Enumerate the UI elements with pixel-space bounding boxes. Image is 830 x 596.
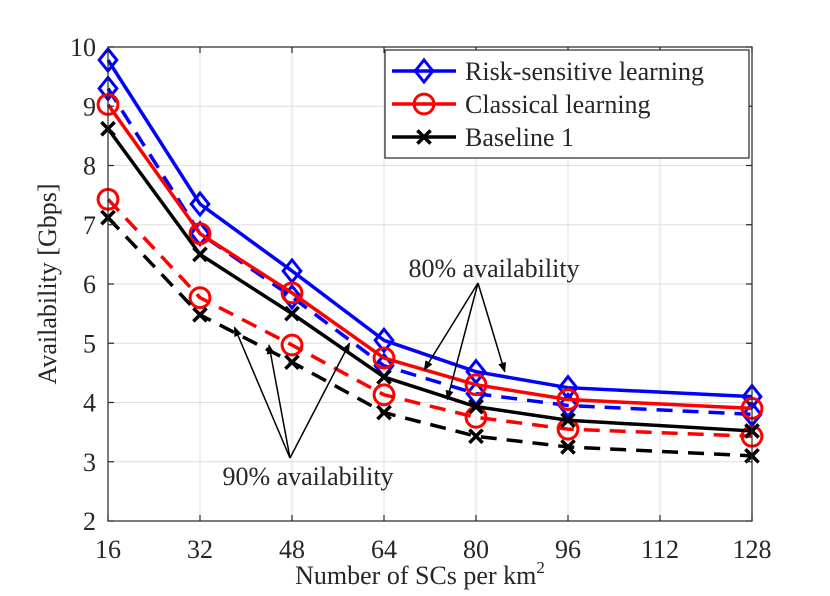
- y-tick-label: 10: [70, 33, 96, 62]
- x-tick-label: 112: [641, 535, 679, 564]
- annotation-90-arrow: [289, 342, 351, 459]
- annotation-90-arrow: [266, 344, 291, 459]
- data-point-marker: [189, 190, 211, 218]
- data-point-marker: [376, 404, 392, 421]
- series-group: [100, 209, 760, 464]
- x-tick-label: 80: [463, 535, 489, 564]
- legend-marker: [416, 129, 432, 145]
- x-tick-label: 128: [733, 535, 772, 564]
- data-point-marker: [560, 439, 576, 455]
- legend-label: Classical learning: [465, 90, 651, 119]
- x-axis-label-superscript: 2: [536, 558, 545, 577]
- annotation-80-arrow: [445, 282, 479, 401]
- x-tick-label: 96: [555, 535, 581, 564]
- data-point-marker: [280, 333, 304, 357]
- x-axis-label-text: Number of SCs per km: [295, 561, 536, 590]
- data-point-marker: [192, 246, 208, 263]
- series-line: [106, 198, 753, 439]
- legend: Risk-sensitive learning Classical learnin…: [384, 49, 750, 159]
- y-tick-label: 7: [83, 211, 96, 240]
- y-tick-label: 6: [83, 270, 96, 299]
- annotation-80-label: 80% availability: [408, 254, 579, 283]
- x-tick-label: 32: [187, 535, 213, 564]
- series-line: [106, 59, 753, 399]
- data-point-marker: [376, 369, 392, 385]
- y-tick-label: 3: [83, 448, 96, 477]
- data-point-marker: [188, 222, 212, 246]
- x-axis-label: Number of SCs per km2: [295, 558, 545, 590]
- legend-marker: [412, 92, 436, 116]
- legend-marker: [413, 57, 435, 85]
- data-point-marker: [281, 283, 303, 311]
- x-tick-label: 48: [279, 535, 305, 564]
- series-line: [106, 103, 753, 411]
- data-point-marker: [468, 398, 484, 415]
- data-point-marker: [284, 305, 300, 322]
- data-point-marker: [192, 306, 208, 323]
- data-point-marker: [372, 346, 396, 370]
- y-tick-label: 8: [83, 152, 96, 181]
- data-point-marker: [556, 388, 580, 411]
- y-tick-label: 4: [83, 389, 96, 418]
- legend-box: [384, 49, 750, 159]
- annotation-80-arrow: [423, 282, 479, 371]
- x-tick-label: 64: [371, 535, 397, 564]
- y-tick-label: 2: [83, 507, 96, 536]
- y-axis-label: Availability [Gbps]: [33, 184, 62, 385]
- data-point-marker: [188, 286, 212, 310]
- data-point-marker: [372, 383, 396, 407]
- data-point-marker: [560, 412, 576, 429]
- data-point-marker: [468, 428, 484, 445]
- series-layer: [96, 46, 764, 464]
- y-tick-label: 5: [83, 329, 96, 358]
- data-point-marker: [284, 354, 300, 371]
- annotation-80-arrow: [477, 282, 506, 373]
- ticks: 16 32 48 64 80 96 112 128 2 3 4 5 6 7 8 9 10: [70, 33, 772, 564]
- y-tick-label: 9: [83, 92, 96, 121]
- legend-label: Baseline 1: [465, 123, 574, 152]
- x-tick-label: 16: [95, 535, 121, 564]
- annotations: 80% availability 90% availability: [222, 254, 579, 491]
- data-point-marker: [373, 326, 395, 354]
- data-point-marker: [280, 281, 304, 305]
- annotation-90-arrow: [233, 326, 291, 459]
- legend-label: Risk-sensitive learning: [465, 57, 704, 86]
- data-point-marker: [464, 373, 488, 397]
- annotation-90-label: 90% availability: [222, 462, 393, 491]
- data-point-marker: [557, 392, 579, 419]
